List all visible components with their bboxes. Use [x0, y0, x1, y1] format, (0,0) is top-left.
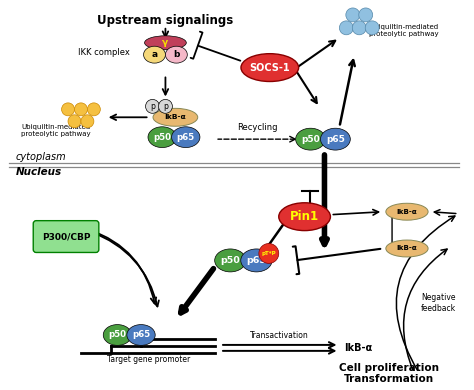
- Text: Ubiquiltin-mediated
proteolytic pathway: Ubiquiltin-mediated proteolytic pathway: [369, 24, 439, 37]
- Text: Cell proliferation
Transformation: Cell proliferation Transformation: [339, 363, 439, 385]
- Text: IKK complex: IKK complex: [78, 48, 130, 57]
- Text: b: b: [173, 50, 180, 59]
- Text: p50: p50: [109, 330, 127, 339]
- Ellipse shape: [296, 128, 326, 150]
- Text: p65: p65: [177, 133, 195, 142]
- Text: p50: p50: [153, 133, 171, 142]
- Circle shape: [158, 99, 173, 113]
- Text: p: p: [150, 102, 155, 111]
- Text: p50: p50: [220, 256, 240, 265]
- Ellipse shape: [241, 249, 272, 272]
- Ellipse shape: [165, 46, 187, 63]
- Text: cytoplasm: cytoplasm: [15, 152, 66, 162]
- Circle shape: [259, 243, 279, 263]
- Text: IkB-α: IkB-α: [397, 245, 417, 252]
- Ellipse shape: [172, 127, 200, 147]
- Circle shape: [339, 21, 353, 35]
- Text: Nucleus: Nucleus: [15, 167, 62, 177]
- Text: a: a: [151, 50, 157, 59]
- Text: p65: p65: [132, 330, 150, 339]
- Text: Transactivation: Transactivation: [250, 332, 309, 340]
- Text: γ: γ: [163, 38, 168, 47]
- Circle shape: [352, 21, 366, 35]
- Ellipse shape: [320, 128, 350, 150]
- Ellipse shape: [103, 324, 132, 346]
- Circle shape: [365, 21, 379, 35]
- Text: IkB-α: IkB-α: [397, 209, 417, 215]
- Text: p65: p65: [246, 256, 266, 265]
- Text: p65: p65: [326, 135, 345, 144]
- Text: Ubiquiltin-mediated
proteolytic pathway: Ubiquiltin-mediated proteolytic pathway: [21, 124, 91, 137]
- Text: pT*P: pT*P: [262, 251, 276, 256]
- Circle shape: [359, 8, 373, 22]
- Circle shape: [62, 103, 74, 116]
- Circle shape: [81, 115, 94, 128]
- Ellipse shape: [386, 203, 428, 220]
- Text: P300/CBP: P300/CBP: [42, 232, 90, 241]
- Text: Target gene promoter: Target gene promoter: [107, 355, 190, 364]
- Text: Negative
feedback: Negative feedback: [421, 293, 456, 313]
- Ellipse shape: [153, 108, 198, 126]
- Ellipse shape: [241, 54, 299, 82]
- Circle shape: [146, 99, 159, 113]
- Text: p: p: [163, 102, 168, 111]
- Text: Pin1: Pin1: [290, 210, 319, 223]
- Text: IkB-α: IkB-α: [344, 343, 373, 353]
- Ellipse shape: [215, 249, 246, 272]
- Ellipse shape: [386, 240, 428, 257]
- Text: SOCS-1: SOCS-1: [249, 62, 290, 73]
- Circle shape: [346, 8, 360, 22]
- Ellipse shape: [148, 127, 176, 147]
- Circle shape: [74, 103, 87, 116]
- Circle shape: [87, 103, 100, 116]
- Text: Upstream signalings: Upstream signalings: [97, 14, 234, 27]
- Text: Recycling: Recycling: [237, 123, 278, 132]
- Circle shape: [68, 115, 81, 128]
- FancyBboxPatch shape: [33, 221, 99, 252]
- Ellipse shape: [145, 36, 186, 50]
- Ellipse shape: [279, 203, 330, 230]
- Text: p50: p50: [301, 135, 320, 144]
- Ellipse shape: [127, 324, 155, 346]
- Text: IkB-α: IkB-α: [164, 114, 186, 120]
- Ellipse shape: [144, 46, 165, 63]
